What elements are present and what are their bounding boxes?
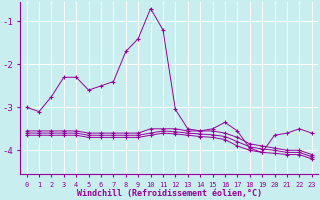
X-axis label: Windchill (Refroidissement éolien,°C): Windchill (Refroidissement éolien,°C) — [77, 189, 262, 198]
